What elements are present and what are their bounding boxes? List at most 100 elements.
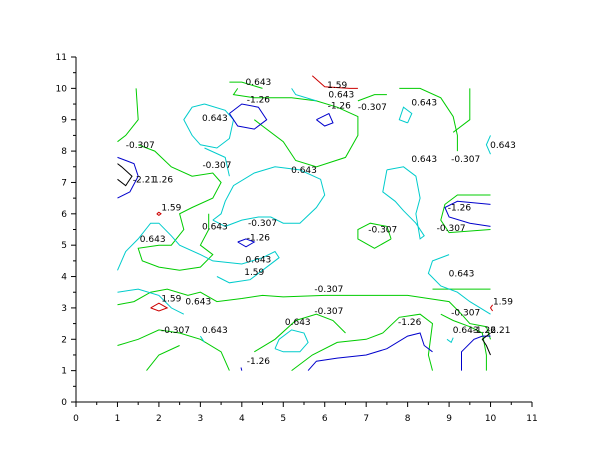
- y-tick-label: 10: [56, 84, 68, 94]
- contour-line: [146, 345, 180, 371]
- x-tick-label: 7: [363, 414, 369, 424]
- contour-line: [307, 332, 433, 371]
- x-tick-label: 0: [73, 414, 79, 424]
- contour-label: 0.643: [202, 114, 228, 124]
- contour-label: -0.307: [358, 103, 387, 113]
- contour-line: [117, 288, 491, 340]
- contour-label: -1.26: [247, 233, 271, 243]
- contour-line: [357, 94, 387, 102]
- x-tick-label: 2: [156, 414, 162, 424]
- contour-line: [212, 166, 326, 227]
- contour-line: [398, 106, 413, 124]
- contour-label: 0.643: [453, 326, 479, 336]
- contour-line: [228, 103, 268, 130]
- contour-line: [274, 329, 309, 353]
- x-tick-label: 3: [197, 414, 203, 424]
- contour-label: -0.307: [368, 226, 397, 236]
- contour-label: 0.643: [140, 235, 166, 245]
- contour-line: [156, 211, 162, 217]
- contour-label: -0.307: [161, 326, 190, 336]
- x-tick-label: 4: [239, 414, 245, 424]
- contour-label: -0.307: [451, 155, 480, 165]
- contour-label: 0.643: [291, 166, 317, 176]
- contour-line: [461, 335, 491, 371]
- contour-label: 0.643: [411, 98, 437, 108]
- x-tick-label: 6: [322, 414, 328, 424]
- contour-line: [427, 254, 491, 315]
- x-tick-label: 9: [446, 414, 452, 424]
- contour-labels: 0.643 1.590.643-1.26-1.26 -0.307 0.6430.643…: [126, 78, 516, 367]
- contour-line: [485, 135, 491, 155]
- y-tick-label: 4: [61, 273, 67, 283]
- contour-line: [229, 81, 263, 89]
- contour-line: [452, 88, 471, 133]
- x-tick-label: 1: [115, 414, 121, 424]
- contour-line: [204, 147, 230, 177]
- contour-line: [316, 112, 334, 127]
- contour-line: [117, 88, 139, 143]
- y-tick-label: 2: [61, 335, 67, 345]
- contour-label: -1.26: [473, 326, 497, 336]
- contour-line: [254, 313, 346, 353]
- contour-label: -0.307: [248, 219, 277, 229]
- contour-label: -1.26: [328, 102, 352, 112]
- contour-label: 1.59: [161, 204, 181, 214]
- contour-line: [382, 166, 425, 240]
- y-tick-label: 3: [61, 304, 67, 314]
- contour-line: [150, 302, 169, 312]
- y-tick-label: 9: [61, 116, 67, 126]
- contour-label: -1.26: [398, 318, 422, 328]
- contour-label: 0.643: [449, 269, 475, 279]
- y-tick-label: 11: [56, 53, 67, 63]
- contour-label: -0.307: [451, 309, 480, 319]
- contour-line: [199, 335, 205, 343]
- contour-line: [291, 88, 317, 102]
- contour-label: -0.307: [202, 161, 231, 171]
- contour-line: [183, 103, 235, 149]
- contour-line: [237, 238, 256, 248]
- contour-label: -0.307: [314, 307, 343, 317]
- contour-label: 0.643: [490, 141, 516, 151]
- contour-line: [399, 87, 458, 152]
- contour-line: [440, 313, 487, 371]
- contour-line: [481, 332, 491, 356]
- contour-line: [117, 288, 185, 315]
- contour-label: 1.59: [493, 298, 513, 308]
- contour-label: 0.643: [202, 222, 228, 232]
- contour-line: [117, 222, 280, 284]
- contour-line: [446, 337, 454, 344]
- y-tick-label: 5: [61, 241, 67, 251]
- contour-label: -1.26: [448, 204, 472, 214]
- y-tick-label: 6: [61, 210, 67, 220]
- contour-line: [240, 367, 243, 371]
- contour-line: [117, 163, 133, 187]
- axes: 0 1 2 3 4 5 6 7 8 9 10 11 0 1 2 3 4 5 6 7 8 9 10 11: [56, 53, 538, 424]
- contour-label: -1.26: [247, 357, 271, 367]
- contour-label: 0.643: [202, 326, 228, 336]
- contour-label: 0.643: [328, 91, 354, 101]
- y-tick-label: 0: [61, 398, 67, 408]
- contour-label: 1.59: [327, 81, 347, 91]
- x-tick-label: 5: [280, 414, 286, 424]
- contour-label: 1.26: [153, 175, 173, 185]
- contour-label: 0.643: [411, 155, 437, 165]
- contour-label: -2.21: [487, 326, 510, 336]
- contour-line: [311, 75, 358, 89]
- x-tick-label: 8: [405, 414, 411, 424]
- x-tick-label: 11: [526, 414, 537, 424]
- contour-label: 0.643: [246, 78, 272, 88]
- contour-label: 1.59: [244, 268, 264, 278]
- contour-label: -0.307: [126, 141, 155, 151]
- y-ticks: 0 1 2 3 4 5 6 7 8 9 10 11: [56, 53, 76, 408]
- contour-label: -0.307: [314, 285, 343, 295]
- contour-label: -1.26: [247, 95, 271, 105]
- contour-label: 1.59: [161, 295, 181, 305]
- contour-line: [117, 329, 230, 371]
- contour-line: [440, 194, 491, 234]
- y-tick-label: 8: [61, 147, 67, 157]
- contour-label: 0.643: [246, 255, 272, 265]
- contour-label: -2.21: [133, 175, 156, 185]
- contour-lines: [117, 75, 494, 371]
- contour-line: [489, 304, 494, 312]
